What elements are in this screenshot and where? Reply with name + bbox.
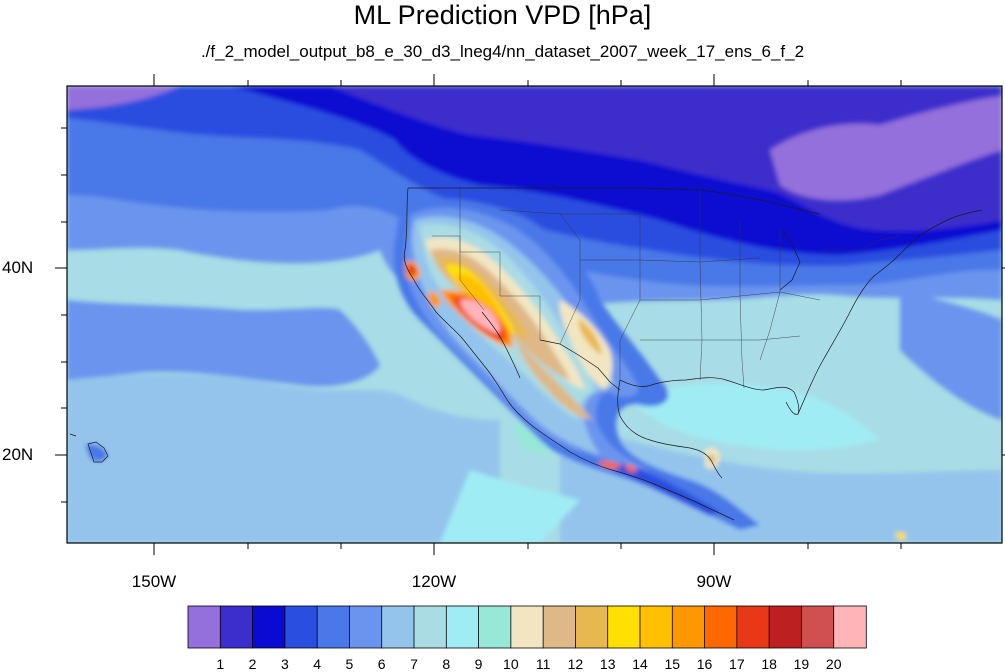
colorbar-swatch (768, 605, 803, 649)
colorbar-swatch (510, 605, 544, 649)
colorbar-label: 17 (729, 656, 745, 672)
colorbar-label: 19 (793, 656, 810, 672)
chart-title: ML Prediction VPD [hPa] (353, 0, 652, 30)
colorbar-label: 18 (761, 656, 777, 672)
colorbar-swatch (639, 605, 673, 649)
colorbar-swatch (671, 605, 706, 649)
lon-label-150w: 150W (131, 572, 177, 591)
vpd-field (67, 86, 1002, 543)
colorbar-swatch (381, 605, 415, 649)
colorbar (187, 605, 867, 649)
colorbar-label: 14 (632, 656, 648, 672)
colorbar-label: 11 (535, 656, 551, 672)
state-borders (432, 188, 901, 389)
chart-subtitle: ./f_2_model_output_b8_e_30_d3_lneg4/nn_d… (200, 42, 805, 61)
colorbar-label: 9 (474, 656, 483, 672)
colorbar-swatch (349, 605, 383, 649)
colorbar-swatch (736, 605, 770, 649)
colorbar-label: 6 (377, 656, 386, 672)
colorbar-label: 13 (599, 656, 616, 672)
colorbar-swatch (833, 605, 867, 649)
colorbar-label: 1 (216, 656, 225, 672)
axis-ticks (55, 74, 1005, 555)
colorbar-swatch (704, 605, 738, 649)
lon-label-120w: 120W (411, 572, 457, 591)
colorbar-label: 12 (567, 656, 584, 672)
colorbar-swatch (575, 605, 609, 649)
colorbar-label: 16 (696, 656, 713, 672)
colorbar-label: 20 (825, 656, 842, 672)
colorbar-swatch (445, 605, 480, 649)
colorbar-label: 8 (442, 656, 451, 672)
colorbar-swatch (316, 605, 351, 649)
colorbar-swatch (607, 605, 641, 649)
colorbar-swatch (219, 605, 254, 649)
colorbar-label: 3 (280, 656, 289, 672)
colorbar-swatch (478, 605, 512, 649)
colorbar-swatch (413, 605, 447, 649)
colorbar-label: 4 (313, 656, 322, 672)
colorbar-label: 15 (664, 656, 681, 672)
colorbar-swatch (801, 605, 835, 649)
colorbar-label: 2 (248, 656, 257, 672)
lat-label-20n: 20N (2, 445, 34, 464)
colorbar-label: 5 (345, 656, 354, 672)
colorbar-swatch (252, 605, 286, 649)
colorbar-label: 10 (503, 656, 519, 672)
colorbar-swatch (284, 605, 318, 649)
lon-label-90w: 90W (696, 572, 732, 591)
colorbar-swatch (187, 605, 221, 649)
colorbar-swatch (542, 605, 577, 649)
colorbar-label: 7 (410, 656, 418, 672)
lat-label-40n: 40N (2, 258, 34, 277)
